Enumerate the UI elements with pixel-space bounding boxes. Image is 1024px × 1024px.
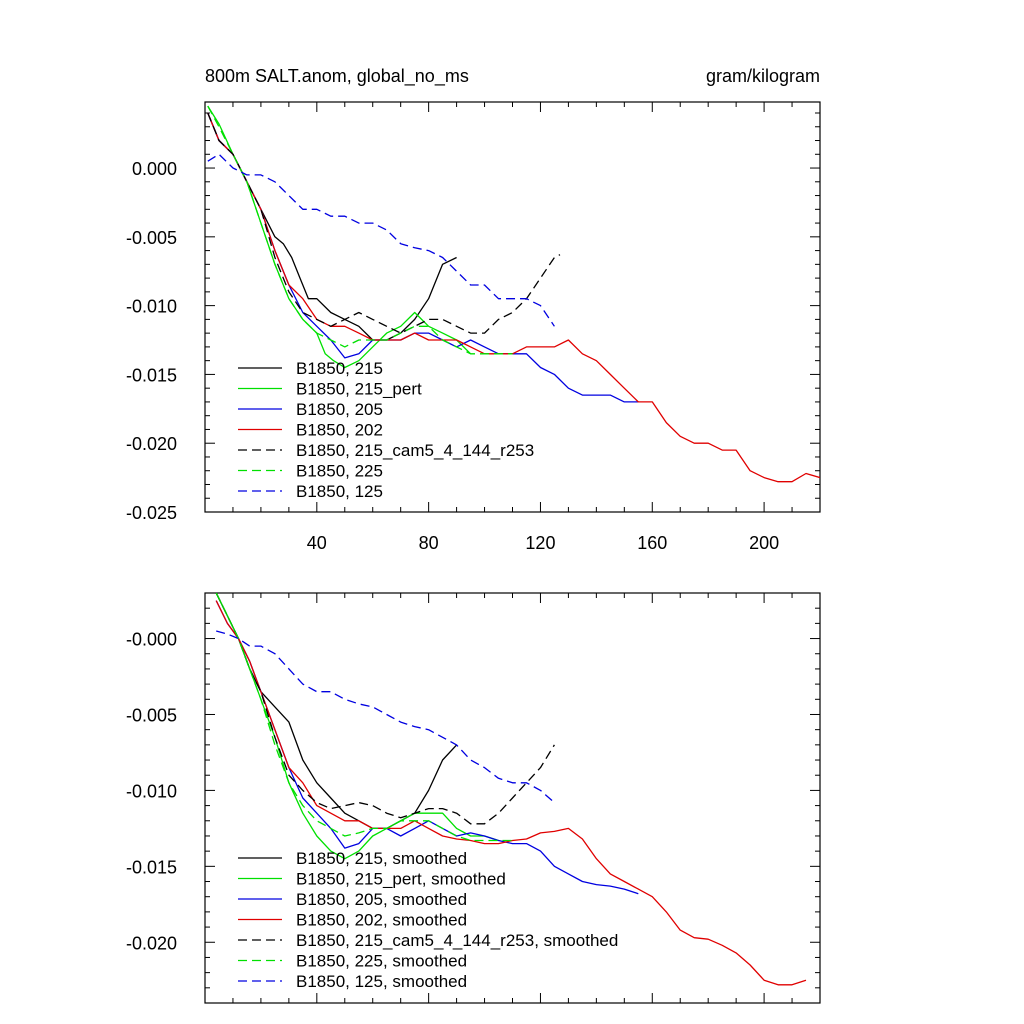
series-line-1 xyxy=(215,593,458,830)
y-tick-label: -0.020 xyxy=(126,434,177,454)
y-tick-label: -0.015 xyxy=(126,365,177,385)
chart-panel-2: -0.000 -0.005 -0.010 -0.015 -0.020 B1850, 215… xyxy=(126,592,821,1004)
legend-label: B1850, 225 xyxy=(296,462,383,481)
series-line-4 xyxy=(215,600,807,986)
y-tick-label: 0.000 xyxy=(132,159,177,179)
y-tick-label: -0.020 xyxy=(126,933,177,953)
x-tick-label: 120 xyxy=(525,533,555,553)
series-line-1 xyxy=(207,112,457,341)
legend-label: B1850, 205, smoothed xyxy=(296,890,467,909)
series-line-7 xyxy=(207,153,555,327)
series-line-7 xyxy=(216,630,555,804)
series-group xyxy=(215,593,807,986)
legend-label: B1850, 125, smoothed xyxy=(296,972,467,991)
legend: B1850, 215, smoothed B1850, 215_pert, smo… xyxy=(238,849,618,991)
series-line-6 xyxy=(215,593,513,842)
legend-label: B1850, 215_pert, smoothed xyxy=(296,870,506,889)
legend-label: B1850, 202 xyxy=(296,421,383,440)
y-tick-label: -0.010 xyxy=(126,781,177,801)
y-tick-label: -0.000 xyxy=(126,630,177,650)
x-tick-label: 160 xyxy=(637,533,667,553)
y-tick-label: -0.005 xyxy=(126,705,177,725)
x-tick-label: 80 xyxy=(419,533,439,553)
legend-label: B1850, 215, smoothed xyxy=(296,849,467,868)
legend-label: B1850, 205 xyxy=(296,400,383,419)
x-tick-label: 40 xyxy=(307,533,327,553)
legend-label: B1850, 225, smoothed xyxy=(296,952,467,971)
legend-label: B1850, 215_cam5_4_144_r253, smoothed xyxy=(296,931,618,950)
legend-label: B1850, 202, smoothed xyxy=(296,911,467,930)
chart-title: 800m SALT.anom, global_no_ms xyxy=(205,66,469,87)
x-tick-label: 200 xyxy=(749,533,779,553)
y-tick-label: -0.015 xyxy=(126,857,177,877)
legend-label: B1850, 125 xyxy=(296,482,383,501)
legend-label: B1850, 215_pert xyxy=(296,380,422,399)
series-line-5 xyxy=(207,112,561,334)
y-tick-label: -0.005 xyxy=(126,228,177,248)
y-tick-label: -0.010 xyxy=(126,297,177,317)
series-group xyxy=(207,105,820,483)
series-line-5 xyxy=(215,593,555,825)
series-line-6 xyxy=(207,105,513,355)
legend-label: B1850, 215_cam5_4_144_r253 xyxy=(296,441,534,460)
legend-label: B1850, 215 xyxy=(296,359,383,378)
series-line-2 xyxy=(215,593,499,860)
chart-units: gram/kilogram xyxy=(706,66,820,86)
series-line-2 xyxy=(207,105,472,369)
y-tick-label: -0.025 xyxy=(126,503,177,523)
chart-panel-1: 40 80 120 160 200 0.000 -0.005 -0.010 -0.015 -0.0… xyxy=(126,66,821,553)
